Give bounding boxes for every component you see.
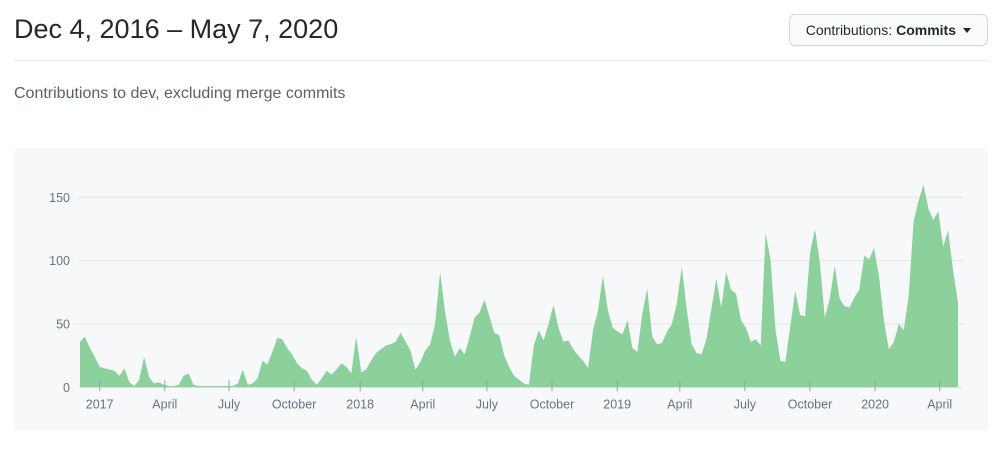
header: Dec 4, 2016 – May 7, 2020 Contributions:… <box>14 12 988 61</box>
y-axis-label: 50 <box>56 318 70 332</box>
x-axis-label: October <box>788 398 832 412</box>
x-axis-label: April <box>927 398 952 412</box>
caret-down-icon <box>963 27 971 33</box>
x-axis-ticks <box>99 380 941 392</box>
x-axis-label: April <box>667 398 692 412</box>
x-axis-label: April <box>152 398 177 412</box>
x-axis-label: 2017 <box>86 398 114 412</box>
x-axis-label: 2019 <box>603 398 631 412</box>
x-axis-label: October <box>530 398 574 412</box>
y-axis-label: 150 <box>49 191 70 205</box>
x-axis-label: July <box>476 398 499 412</box>
x-axis-label: October <box>272 398 316 412</box>
y-axis-labels: 0 50 100 150 <box>49 191 70 395</box>
contributions-filter-button[interactable]: Contributions: Commits <box>788 14 988 46</box>
filter-button-prefix: Contributions: <box>805 22 893 38</box>
commits-area-series <box>80 184 958 388</box>
contributions-chart-card: 0 50 100 150 2017 April July October 2018 April Ju… <box>14 148 988 431</box>
x-axis-label: April <box>410 398 435 412</box>
x-axis-label: July <box>734 398 757 412</box>
chart-caption: Contributions to dev, excluding merge co… <box>14 85 346 102</box>
y-axis-label: 0 <box>63 381 70 395</box>
x-axis-label: 2020 <box>861 398 889 412</box>
x-axis-label: July <box>218 398 241 412</box>
contributions-page: Dec 4, 2016 – May 7, 2020 Contributions:… <box>14 12 988 431</box>
page-title: Dec 4, 2016 – May 7, 2020 <box>14 14 339 44</box>
x-axis-label: 2018 <box>346 398 374 412</box>
x-axis-labels: 2017 April July October 2018 April July October… <box>86 398 952 412</box>
filter-button-selected-value: Commits <box>896 22 956 38</box>
y-axis-label: 100 <box>49 254 70 268</box>
contributions-area-chart: 0 50 100 150 2017 April July October 2018 April Ju… <box>49 184 963 412</box>
